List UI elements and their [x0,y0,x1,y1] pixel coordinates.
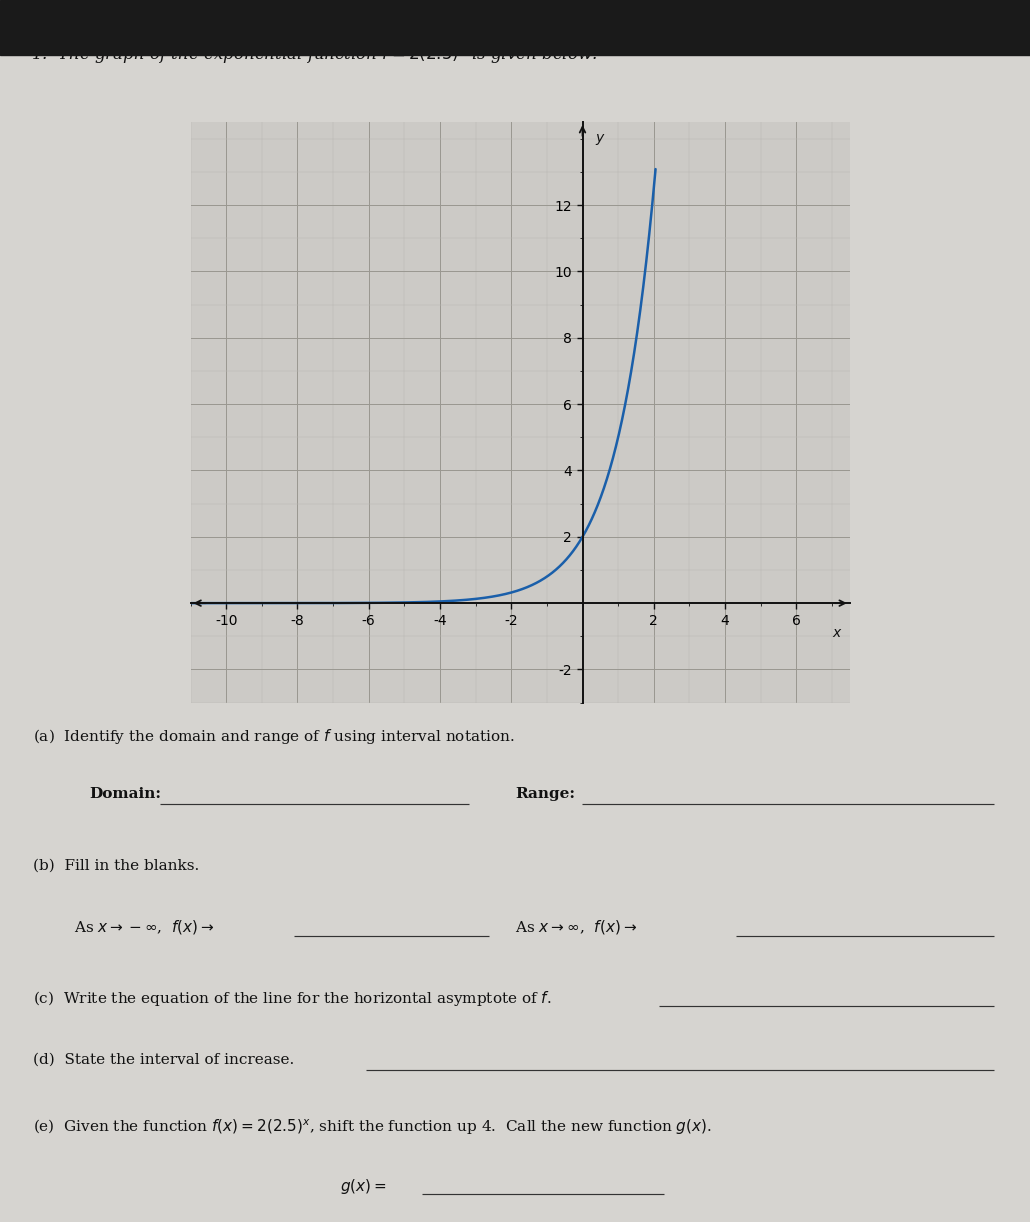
Text: 1.  The graph of the exponential function $f = 2(2.5)^x$ is given below.: 1. The graph of the exponential function… [31,43,597,65]
Text: As $x \rightarrow -\infty$,  $f(x) \rightarrow$: As $x \rightarrow -\infty$, $f(x) \right… [74,919,215,936]
Text: (c)  Write the equation of the line for the horizontal asymptote of $f$.: (c) Write the equation of the line for t… [33,990,552,1008]
Text: Domain:: Domain: [90,787,162,802]
Text: $y$: $y$ [595,132,606,147]
Text: Range:: Range: [515,787,575,802]
Text: (b)  Fill in the blanks.: (b) Fill in the blanks. [33,858,199,873]
Text: (e)  Given the function $f(x) = 2(2.5)^x$, shift the function up 4.  Call the ne: (e) Given the function $f(x) = 2(2.5)^x$… [33,1117,712,1136]
Text: As $x \rightarrow \infty$,  $f(x) \rightarrow$: As $x \rightarrow \infty$, $f(x) \righta… [515,919,638,936]
Text: $x$: $x$ [832,627,843,640]
Text: (a)  Identify the domain and range of $f$ using interval notation.: (a) Identify the domain and range of $f$… [33,727,515,747]
Text: $g(x) =$: $g(x) =$ [340,1177,386,1196]
Text: (d)  State the interval of increase.: (d) State the interval of increase. [33,1053,295,1067]
